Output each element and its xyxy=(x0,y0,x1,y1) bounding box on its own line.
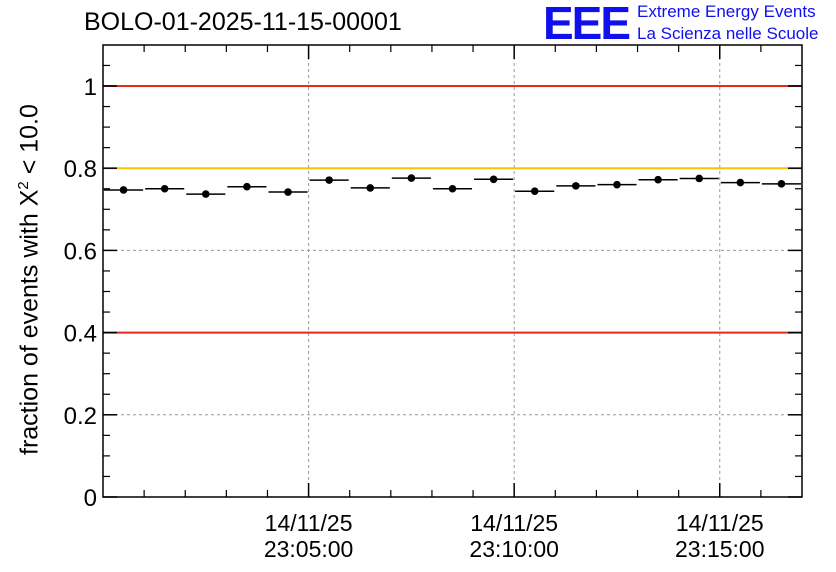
x-tick-time: 23:15:00 xyxy=(675,536,765,562)
data-point xyxy=(736,178,745,187)
y-tick-label: 0 xyxy=(84,485,97,512)
data-point xyxy=(777,180,786,188)
data-point xyxy=(489,175,498,184)
data-point xyxy=(243,182,251,191)
y-axis-label-suffix: < 10.0 xyxy=(15,104,44,182)
y-tick-labels: 0 0.2 0.4 0.6 0.8 1 xyxy=(64,74,97,512)
data-point xyxy=(572,182,580,190)
y-tick-label: 0.4 xyxy=(64,321,97,348)
data-point xyxy=(654,175,662,184)
y-axis-label-sup: 2 xyxy=(15,181,32,190)
data-point xyxy=(530,187,539,196)
x-tick-time: 23:10:00 xyxy=(469,536,559,562)
data-point xyxy=(284,188,292,196)
y-axis-label: fraction of events with X2 < 10.0 xyxy=(6,35,44,455)
data-point xyxy=(119,186,128,194)
x-tick-date: 14/11/25 xyxy=(470,510,558,536)
data-point xyxy=(695,174,704,183)
x-tick-time: 23:05:00 xyxy=(264,536,354,562)
reference-lines xyxy=(103,85,802,334)
data-points xyxy=(104,174,801,198)
chart-title: BOLO-01-2025-11-15-00001 xyxy=(84,8,402,36)
x-tick-date: 14/11/25 xyxy=(265,510,353,536)
data-point xyxy=(160,184,169,193)
y-tick-label: 0.8 xyxy=(64,156,97,183)
logo-line-1: Extreme Energy Events xyxy=(637,2,816,21)
x-tick-date: 14/11/25 xyxy=(676,510,764,536)
logo-mark: EEE xyxy=(543,0,631,49)
data-point xyxy=(613,180,621,189)
y-tick-label: 0.6 xyxy=(64,238,97,265)
data-point xyxy=(201,190,210,198)
data-point xyxy=(407,174,416,182)
logo-line-2: La Scienza nelle Scuole xyxy=(637,24,819,43)
y-axis-label-prefix: fraction of events with X xyxy=(15,189,44,455)
data-point xyxy=(448,184,457,193)
data-point xyxy=(366,184,375,192)
data-point xyxy=(325,176,333,184)
axis-ticks xyxy=(103,45,802,498)
y-tick-label: 1 xyxy=(84,74,97,101)
y-tick-label: 0.2 xyxy=(64,403,97,430)
grid-lines xyxy=(103,45,802,497)
plot-frame xyxy=(102,44,803,498)
x-tick-labels: 14/11/2523:05:0014/11/2523:10:0014/11/25… xyxy=(264,510,765,562)
